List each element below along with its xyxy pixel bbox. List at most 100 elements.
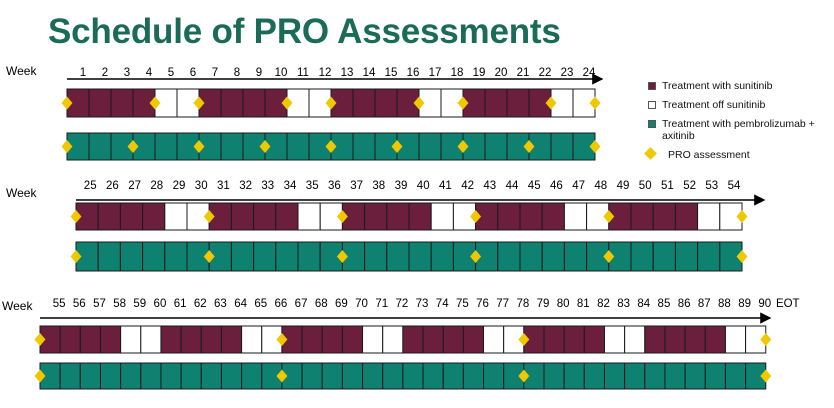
week-number: 73 [416,298,429,310]
week-number: 39 [395,180,408,192]
week-number: 67 [295,298,308,310]
pembro-axitinib-cell [79,362,101,390]
pembro-axitinib-cell [684,362,706,390]
pembro-axitinib-cell [652,241,676,272]
sunitinib-on-cell [462,325,485,354]
legend-swatch-pembro-axitinib [648,120,656,128]
pro-assessment-diamond [203,250,215,263]
pro-assessment-diamond [391,140,403,153]
legend-item-sunitinib-on: Treatment with sunitinib [648,80,828,92]
pembro-axitinib-cell [180,362,202,390]
sunitinib-on-cell [684,325,706,354]
sunitinib-on-cell [644,325,666,354]
week-number: 51 [661,180,674,192]
pro-assessment-diamond [325,96,337,110]
sunitinib-on-cell [99,325,122,354]
legend-label-sunitinib-on: Treatment with sunitinib [662,80,773,92]
sunitinib-on-cell [506,88,530,118]
pembro-axitinib-cell [140,362,162,390]
pembro-axitinib-cell [142,241,166,272]
pembro-axitinib-cell [253,241,277,272]
pembro-axitinib-cell [624,362,646,390]
week-number: 83 [617,298,630,310]
pembro-axitinib-cell [301,362,323,390]
legend-label-pro: PRO assessment [668,149,750,161]
pembro-axitinib-cell [603,362,626,390]
pro-assessment-diamond [603,210,615,223]
week-number: 25 [84,180,97,192]
pembro-axitinib-cell [422,362,444,390]
week-number: 1 [80,67,86,79]
pro-assessment-diamond [589,140,601,153]
pembro-axitinib-cell [97,241,121,272]
week-number: 40 [417,180,430,192]
week-number: 77 [496,298,509,310]
sunitinib-on-cell [200,325,222,354]
week-number: 3 [124,67,130,79]
sunitinib-on-cell [142,202,166,231]
sunitinib-on-cell [160,325,182,354]
sunitinib-on-cell [59,325,81,354]
sunitinib-off-cell [120,325,142,354]
week-number: 37 [350,180,363,192]
sunitinib-on-cell [352,88,376,118]
pembro-axitinib-cell [430,241,454,272]
sunitinib-off-cell [624,325,646,354]
week-number: 4 [146,67,153,79]
pembro-axitinib-cell [59,362,81,390]
week-number: 36 [328,180,341,192]
sunitinib-on-cell [253,202,277,231]
pro-assessment-diamond [193,140,205,153]
week-number: 32 [239,180,252,192]
sunitinib-on-cell [97,202,121,231]
pembro-axitinib-cell [724,362,747,390]
sunitinib-on-cell [497,202,521,231]
sunitinib-on-cell [364,202,388,231]
sunitinib-off-cell [241,325,263,354]
week-number: 66 [275,298,288,310]
week-number: 69 [335,298,348,310]
sunitinib-on-cell [79,325,101,354]
week-number: 35 [306,180,319,192]
legend-swatch-sunitinib-off [648,101,656,109]
pembro-axitinib-cell [630,241,654,272]
week-number: 47 [572,180,585,192]
week-number: 15 [385,67,398,79]
sunitinib-on-cell [242,88,266,118]
week-number: 74 [436,298,449,310]
week-number: 21 [517,67,530,79]
pro-assessment-diamond [149,96,161,110]
week-number: 43 [483,180,496,192]
week-number: 84 [637,298,650,310]
pembro-axitinib-cell [550,132,574,161]
pro-assessment-diamond [589,96,601,110]
week-number: 28 [150,180,163,192]
legend-item-sunitinib-off: Treatment off sunitinib [648,99,828,111]
week-number: 24 [583,67,596,79]
week-number: 26 [106,180,119,192]
week-number: 10 [275,67,288,79]
week-number: 12 [319,67,332,79]
sunitinib-on-cell [519,202,543,231]
week-number: 52 [683,180,696,192]
pembro-axitinib-cell [220,362,243,390]
week-number: 89 [738,298,751,310]
week-label-3: Week [2,299,33,313]
schedule-section-1: 1 2 3 4 5 6 7 8 9 10 11 12 13 14 15 16 17 18 19 20 21 22 23 24 [61,67,604,161]
pembro-axitinib-cell [297,241,321,272]
week-number: 44 [506,180,519,192]
week-number: 19 [473,67,486,79]
pro-assessment-diamond [203,210,215,223]
pembro-axitinib-cell [241,362,263,390]
week-number: 72 [395,298,408,310]
sunitinib-on-cell [583,325,605,354]
week-number: 76 [476,298,489,310]
pembro-axitinib-cell [563,362,585,390]
pro-assessment-diamond [34,369,46,383]
pembro-axitinib-cell [664,362,686,390]
sunitinib-on-cell [442,325,464,354]
pro-assessment-diamond [470,210,482,223]
pembro-axitinib-cell [352,132,376,161]
week-number: 85 [658,298,671,310]
